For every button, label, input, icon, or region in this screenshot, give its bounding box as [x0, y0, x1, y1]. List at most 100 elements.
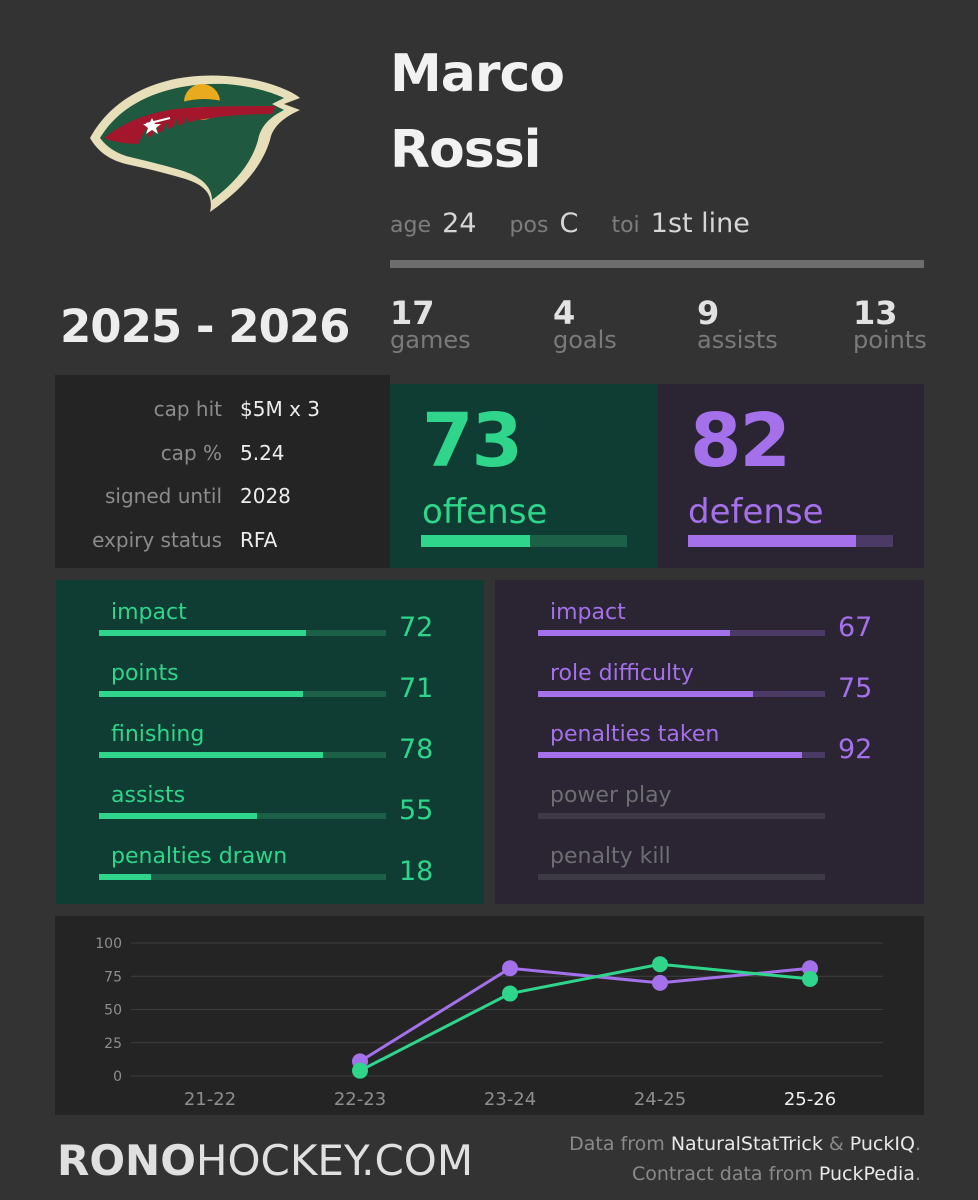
defense-rating-row: penalties taken 92	[495, 720, 924, 780]
age-value: 24	[442, 208, 477, 239]
puckiq-link[interactable]: PuckIQ	[849, 1133, 915, 1155]
brand-wordmark: RONOHOCKEY.COM	[57, 1136, 473, 1185]
puckpedia-link[interactable]: PuckPedia	[818, 1163, 915, 1185]
stat-games-label: games	[390, 326, 471, 354]
offense-rating-value: 18	[399, 856, 434, 887]
defense-rating-label: penalties taken	[550, 722, 720, 747]
defense-series-point	[502, 960, 518, 977]
offense-rating-bar-fill	[99, 752, 323, 758]
offense-rating-bar	[99, 874, 386, 880]
signed-until-value: 2028	[240, 484, 291, 508]
defense-label: defense	[688, 492, 824, 532]
defense-rating-bar	[538, 752, 825, 758]
stat-points-label: points	[853, 326, 927, 354]
cap-pct-value: 5.24	[240, 441, 285, 465]
defense-rating-bar	[538, 691, 825, 697]
offense-rating-label: finishing	[111, 722, 205, 747]
offense-rating-value: 72	[399, 612, 434, 643]
defense-score-card: 82 defense	[658, 384, 924, 568]
offense-rating-bar-fill	[99, 874, 151, 880]
defense-rating-bar-fill	[538, 691, 754, 697]
defense-rating-row: impact 67	[495, 598, 924, 658]
data-source-prefix: Data from	[569, 1133, 671, 1155]
defense-rating-row: penalty kill	[495, 842, 924, 902]
toi-value: 1st line	[650, 208, 750, 239]
offense-score: 73	[422, 398, 523, 484]
defense-rating-bar-fill	[538, 752, 803, 758]
brand-bold: RONO	[57, 1136, 196, 1185]
offense-series-point	[802, 970, 818, 987]
offense-rating-label: assists	[111, 783, 186, 808]
offense-rating-row: penalties drawn 18	[56, 842, 484, 902]
data-source-end: .	[914, 1133, 921, 1155]
defense-rating-label: power play	[550, 783, 672, 808]
offense-bar-fill	[421, 535, 531, 547]
chart-y-tick-label: 100	[95, 936, 122, 952]
defense-rating-row: role difficulty 75	[495, 659, 924, 719]
defense-rating-label: role difficulty	[550, 661, 694, 686]
offense-rating-row: finishing 78	[56, 720, 484, 780]
stat-games-value: 17	[390, 294, 435, 332]
stat-goals-label: goals	[553, 326, 617, 354]
offense-rating-bar	[99, 691, 386, 697]
defense-rating-label: impact	[550, 600, 626, 625]
offense-series-line	[359, 962, 811, 1073]
offense-rating-bar	[99, 752, 386, 758]
chart-x-tick-label: 23-24	[484, 1089, 536, 1110]
cap-hit-value: $5M x 3	[240, 397, 320, 421]
offense-rating-row: impact 72	[56, 598, 484, 658]
offense-series-point	[652, 956, 668, 973]
header-divider	[390, 260, 924, 268]
offense-rating-bar-fill	[99, 813, 257, 819]
naturalstattrick-link[interactable]: NaturalStatTrick	[670, 1133, 823, 1155]
signed-until-label: signed until	[104, 484, 222, 508]
contract-source-prefix: Contract data from	[632, 1163, 819, 1185]
offense-rating-bar-fill	[99, 630, 306, 636]
defense-rating-value: 75	[838, 673, 873, 704]
team-logo	[90, 75, 300, 212]
offense-rating-label: penalties drawn	[111, 844, 288, 869]
age-label: age	[390, 213, 431, 238]
data-source-and: &	[822, 1133, 850, 1155]
defense-rating-bar	[538, 630, 825, 636]
defense-rating-label: penalty kill	[550, 844, 671, 869]
defense-rating-bar	[538, 813, 825, 819]
pos-value: C	[559, 208, 579, 239]
contract-panel: cap hit $5M x 3 cap % 5.24 signed until …	[55, 375, 390, 568]
offense-rating-bar	[99, 813, 386, 819]
offense-series-point	[352, 1062, 368, 1079]
offense-rating-label: impact	[111, 600, 187, 625]
offense-bar	[421, 535, 627, 547]
toi-label: toi	[611, 213, 640, 238]
defense-ratings-panel: impact 67 role difficulty 75 penalties taken…	[495, 580, 924, 904]
defense-rating-value: 67	[838, 612, 873, 643]
offense-series-point	[502, 985, 518, 1002]
expiry-status-label: expiry status	[92, 528, 222, 552]
offense-rating-bar	[99, 630, 386, 636]
stat-assists-value: 9	[697, 294, 720, 332]
expiry-status-value: RFA	[240, 528, 278, 552]
defense-score: 82	[690, 398, 791, 484]
trend-chart-panel: 0 25 50 75 100 21-22 22-23 23-24 24-25 25-26	[55, 916, 924, 1115]
chart-y-tick-label: 50	[104, 1003, 122, 1019]
chart-x-tick-label: 25-26	[784, 1089, 836, 1110]
offense-rating-row: points 71	[56, 659, 484, 719]
chart-x-tick-label: 22-23	[334, 1089, 386, 1110]
pos-label: pos	[509, 213, 549, 238]
trend-chart: 0 25 50 75 100 21-22 22-23 23-24 24-25 25-26	[95, 936, 883, 1110]
offense-score-card: 73 offense	[390, 384, 658, 568]
stat-assists-label: assists	[697, 326, 778, 354]
season-label: 2025 - 2026	[60, 300, 350, 353]
defense-bar-fill	[688, 535, 857, 547]
cap-pct-label: cap %	[160, 441, 222, 465]
cap-hit-label: cap hit	[153, 397, 222, 421]
player-first-name: Marco	[390, 44, 565, 104]
defense-series-point	[652, 974, 668, 991]
player-last-name: Rossi	[390, 120, 541, 180]
offense-label: offense	[422, 492, 548, 532]
stat-goals-value: 4	[553, 294, 576, 332]
brand-rest: HOCKEY.COM	[195, 1136, 474, 1185]
chart-y-tick-label: 25	[104, 1036, 122, 1052]
player-meta: age 24 pos C toi 1st line	[390, 208, 750, 239]
defense-bar	[688, 535, 893, 547]
